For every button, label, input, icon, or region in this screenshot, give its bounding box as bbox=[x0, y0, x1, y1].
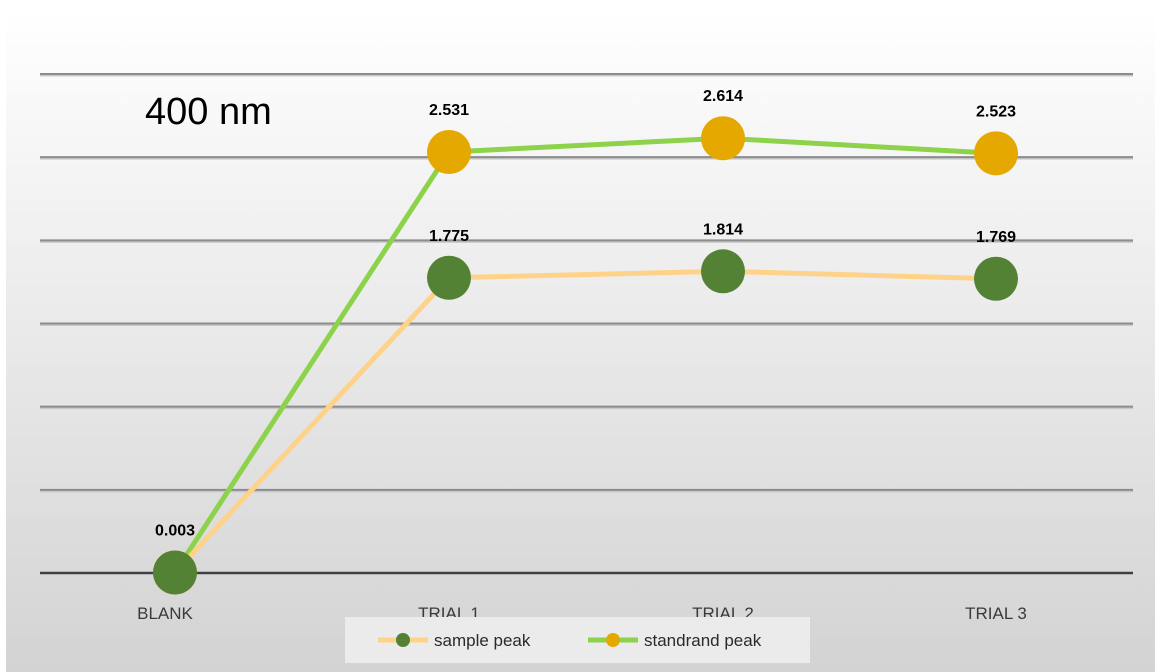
marker-series-1-point-2 bbox=[701, 116, 745, 161]
legend: sample peak standrand peak bbox=[378, 631, 762, 650]
series-line-0 bbox=[172, 268, 999, 576]
chart-background bbox=[6, 8, 1155, 672]
chart-title: 400 nm bbox=[145, 91, 272, 133]
series-markers bbox=[153, 116, 1018, 595]
data-label-series-0-point-2: 1.814 bbox=[703, 221, 743, 238]
data-label-series-1-point-2: 2.614 bbox=[703, 88, 743, 105]
legend-marker-1 bbox=[606, 633, 620, 647]
data-label-series-1-point-1: 2.531 bbox=[429, 102, 469, 119]
series-lines bbox=[172, 135, 999, 576]
data-label-series-1-point-3: 2.523 bbox=[976, 103, 1016, 120]
marker-series-0-point-1 bbox=[427, 255, 471, 300]
marker-series-0-point-0 bbox=[153, 550, 197, 595]
category-label-3: TRIAL 3 bbox=[965, 604, 1027, 623]
legend-label-1: standrand peak bbox=[644, 631, 762, 650]
data-labels: 1.775 1.814 1.769 0.003 2.531 2.614 2.523 bbox=[155, 88, 1016, 539]
series-line-1 bbox=[172, 135, 999, 576]
marker-series-0-point-2 bbox=[701, 249, 745, 294]
marker-series-0-point-3 bbox=[974, 256, 1018, 301]
category-label-0: BLANK bbox=[137, 604, 193, 623]
data-label-series-1-point-0: 0.003 bbox=[155, 523, 195, 540]
legend-marker-0 bbox=[396, 633, 410, 647]
data-label-series-0-point-1: 1.775 bbox=[429, 228, 469, 245]
marker-series-1-point-3 bbox=[974, 131, 1018, 176]
data-label-series-0-point-3: 1.769 bbox=[976, 229, 1016, 246]
legend-label-0: sample peak bbox=[434, 631, 531, 650]
marker-series-1-point-1 bbox=[427, 130, 471, 175]
gridlines bbox=[40, 73, 1133, 493]
